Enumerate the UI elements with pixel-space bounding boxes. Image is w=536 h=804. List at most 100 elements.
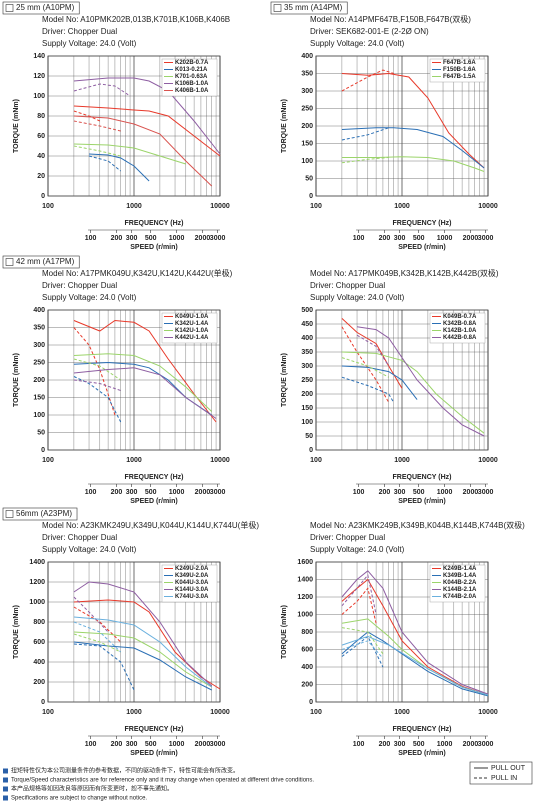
x-axis-label: FREQUENCY (Hz) (393, 220, 452, 227)
header-check (273, 4, 282, 12)
x-tick-label: 1000 (126, 203, 142, 210)
y-tick-label: 20 (37, 173, 45, 180)
spec-driver: Driver: Chopper Dual (42, 533, 117, 542)
spec-model: Model No: A17PMK049U,K342U,K142U,K442U(单… (42, 268, 233, 278)
y-tick-label: 200 (301, 681, 313, 688)
note: 本产品规格等如因改良等原因而有所变更时，恕不事先通知。 (11, 785, 173, 793)
pull-out-line (73, 105, 221, 157)
legend-label: K044U-3.0A (175, 580, 209, 586)
y-tick-label: 400 (301, 664, 313, 671)
pull-out-line (73, 631, 212, 688)
y-tick-label: 1600 (297, 559, 313, 566)
legend-label: K442U-1.4A (175, 335, 209, 341)
pull-in-line (73, 83, 131, 97)
speed-tick-label: 3000 (478, 489, 494, 496)
legend-label: K049U-1.0A (175, 314, 209, 320)
pull-in-line (73, 643, 135, 691)
speed-tick-label: 3000 (478, 741, 494, 748)
note: Torque/Speed characteristics are for ref… (11, 778, 314, 784)
header-box (2, 507, 78, 521)
x-tick-label: 10000 (478, 203, 498, 210)
pull-out-line (341, 156, 485, 172)
pull-in-line (341, 640, 384, 659)
y-tick-label: 50 (305, 175, 313, 182)
header-check (5, 4, 14, 12)
y-tick-label: 0 (309, 699, 313, 706)
y-tick-label: 300 (301, 363, 313, 370)
speed-tick-label: 3000 (478, 235, 494, 242)
y-tick-label: 40 (37, 153, 45, 160)
pull-in-line (341, 573, 377, 615)
legend-label: K249B-1.4A (443, 566, 477, 572)
speed-tick-label: 2000 (195, 489, 211, 496)
speed-tick-label: 500 (145, 489, 157, 496)
speed-axis-label: SPEED (r/min) (130, 750, 177, 757)
legend-label: K144B-2.1A (443, 587, 477, 593)
legend (161, 58, 218, 97)
x-axis-label: FREQUENCY (Hz) (125, 474, 184, 481)
spec-model: Model No: A10PMK202B,013B,K701B,K106B,K4… (42, 15, 230, 24)
speed-axis-label: SPEED (r/min) (398, 244, 445, 251)
x-tick-label: 10000 (478, 709, 498, 716)
legend-label: K406B-1.0A (175, 88, 209, 94)
legend-label: K202B-0.7A (175, 60, 209, 66)
speed-tick-label: 2000 (463, 235, 479, 242)
legend-label: K744B-2.0A (443, 594, 477, 600)
speed-tick-label: 100 (85, 235, 97, 242)
pull-in-line (341, 635, 384, 668)
legend-label: K049B-0.7A (443, 314, 477, 320)
y-axis-label: TORQUE (mNm) (13, 353, 20, 407)
y-tick-label: 800 (301, 629, 313, 636)
header-box (270, 1, 348, 15)
legend-label: K013-0.21A (175, 67, 208, 73)
y-tick-label: 100 (301, 419, 313, 426)
legend-label: F150B-1.6A (443, 67, 476, 73)
spec-voltage: Supply Voltage: 24.0 (Volt) (310, 545, 405, 554)
legend (161, 564, 218, 603)
y-tick-label: 600 (33, 639, 45, 646)
legend-label: K142B-1.0A (443, 328, 477, 334)
pull-in-line (341, 157, 389, 164)
pull-in-line (88, 155, 122, 172)
x-tick-label: 1000 (126, 709, 142, 716)
pull-out-line (341, 127, 485, 169)
y-tick-label: 150 (301, 405, 313, 412)
y-tick-label: 250 (301, 105, 313, 112)
y-axis-label: TORQUE (mNm) (13, 99, 20, 153)
header-box (2, 255, 80, 269)
pull-out-line (341, 72, 485, 169)
spec-driver: Driver: Chopper Dual (310, 533, 385, 542)
legend-label: K106B-1.0A (175, 81, 209, 87)
y-tick-label: 350 (33, 324, 45, 331)
panel-header: 25 mm (A10PM) (16, 3, 75, 12)
speed-tick-label: 1000 (437, 489, 453, 496)
speed-tick-label: 200 (111, 235, 123, 242)
y-tick-label: 200 (301, 391, 313, 398)
legend-label: K442B-0.8A (443, 335, 477, 341)
y-tick-label: 250 (33, 359, 45, 366)
y-tick-label: 50 (37, 429, 45, 436)
pull-out-line (73, 581, 213, 687)
pull-in-line (73, 120, 121, 132)
speed-tick-label: 100 (353, 235, 365, 242)
y-tick-label: 300 (301, 88, 313, 95)
speed-axis-label: SPEED (r/min) (398, 498, 445, 505)
y-tick-label: 140 (33, 53, 45, 60)
x-tick-label: 100 (42, 203, 54, 210)
spec-voltage: Supply Voltage: 24.0 (Volt) (42, 545, 137, 554)
legend (429, 564, 486, 603)
pull-in-line (341, 127, 389, 141)
y-tick-label: 450 (301, 321, 313, 328)
spec-voltage: Supply Voltage: 24.0 (Volt) (42, 293, 137, 302)
legend (429, 58, 486, 83)
panel-header: 56mm (A23PM) (16, 509, 72, 518)
legend-label: K349U-2.0A (175, 573, 209, 579)
speed-tick-label: 1000 (169, 741, 185, 748)
speed-tick-label: 3000 (210, 235, 226, 242)
spec-model: Model No: A17PMK049B,K342B,K142B,K442B(双… (310, 268, 499, 278)
pull-in-line (73, 633, 121, 653)
speed-axis-label: SPEED (r/min) (130, 498, 177, 505)
speed-tick-label: 200 (379, 741, 391, 748)
speed-tick-label: 200 (111, 741, 123, 748)
